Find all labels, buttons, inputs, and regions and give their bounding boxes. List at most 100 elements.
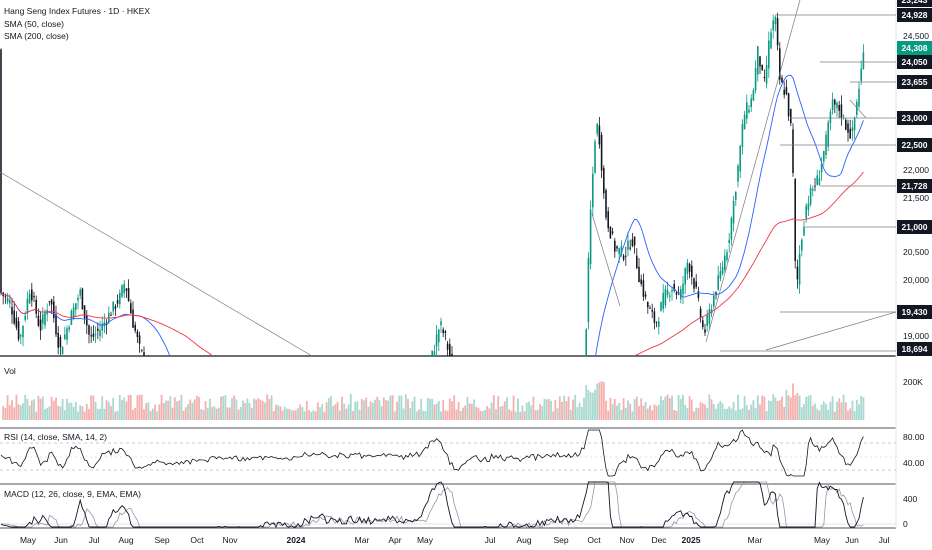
price-level-badge[interactable]: 19,430	[897, 305, 932, 319]
volume-bar	[442, 400, 445, 420]
volume-bar	[723, 408, 726, 420]
price-level-badge[interactable]: 24,928	[897, 8, 932, 22]
volume-bar	[61, 398, 64, 420]
volume-bar	[396, 401, 398, 420]
candle-body	[394, 438, 396, 443]
candle-body	[671, 289, 673, 292]
sma200-line[interactable]	[0, 171, 864, 472]
price-level-badge[interactable]: 23,000	[897, 111, 932, 125]
price-level-badge[interactable]: 21,000	[897, 220, 932, 234]
volume-bar	[145, 403, 148, 420]
volume-bar	[679, 398, 682, 420]
price-level-badge[interactable]: 24,050	[897, 55, 932, 69]
chart-title: Hang Seng Index Futures · 1D · HKEX	[4, 6, 150, 16]
volume-bar	[217, 407, 220, 420]
candle-body	[317, 472, 319, 476]
volume-bar	[712, 404, 715, 420]
price-level-badge[interactable]: 22,500	[897, 138, 932, 152]
candle-body	[280, 482, 282, 483]
candle-body	[750, 98, 752, 108]
volume-bar	[481, 411, 484, 420]
volume-bar	[446, 410, 449, 420]
candle-body	[110, 314, 112, 316]
candle-body	[831, 99, 834, 111]
candle-body	[669, 295, 671, 297]
volume-pane-label[interactable]: Vol	[4, 366, 16, 376]
candle-body	[583, 357, 585, 369]
sma200-legend[interactable]: SMA (200, close)	[4, 31, 69, 41]
volume-bar	[803, 403, 805, 420]
volume-bar	[239, 406, 242, 420]
candle-body	[552, 408, 554, 409]
volume-bar	[378, 400, 381, 420]
volume-bar	[140, 394, 143, 420]
rsi-pane-label[interactable]: RSI (14, close, SMA, 14, 2)	[4, 432, 107, 442]
candle-body	[405, 437, 407, 444]
volume-bar	[789, 397, 792, 420]
volume-bar	[162, 403, 165, 420]
volume-bar	[349, 394, 352, 420]
volume-bar	[59, 406, 62, 420]
volume-bar	[565, 401, 568, 420]
volume-bar	[41, 396, 44, 420]
macd-line	[0, 481, 864, 529]
volume-bar	[611, 404, 614, 420]
candle-body	[183, 427, 185, 433]
volume-bar	[356, 401, 359, 420]
candle-body	[299, 489, 301, 490]
volume-bar	[431, 398, 434, 420]
price-level-badge[interactable]: 23,243	[897, 0, 932, 7]
candle-body	[238, 474, 240, 483]
candle-body	[851, 127, 854, 132]
last-price-badge[interactable]: 24,308	[897, 41, 932, 55]
volume-bar	[277, 405, 280, 420]
candle-body	[715, 292, 717, 294]
volume-bar	[13, 407, 16, 420]
volume-bar	[642, 405, 645, 420]
price-level-badge[interactable]: 18,694	[897, 342, 932, 356]
candle-body	[308, 481, 310, 483]
candle-body	[860, 68, 862, 81]
volume-bar	[536, 409, 539, 420]
time-axis-label: Jun	[54, 535, 68, 545]
candle-body	[152, 370, 154, 372]
candle-body	[163, 388, 165, 397]
candle-body	[721, 266, 724, 274]
trendline	[591, 213, 621, 307]
candle-body	[792, 129, 794, 173]
volume-bar	[453, 395, 456, 420]
volume-bar	[772, 394, 775, 420]
candle-body	[145, 361, 147, 367]
time-axis-label: May	[19, 535, 37, 545]
volume-bar	[224, 395, 227, 420]
candle-body	[577, 393, 579, 402]
sma50-legend[interactable]: SMA (50, close)	[4, 19, 64, 29]
volume-bar	[600, 381, 603, 420]
candle-body	[640, 279, 642, 284]
volume-bar	[198, 397, 200, 420]
volume-bar	[347, 404, 350, 420]
candle-body	[449, 344, 451, 356]
candle-body	[827, 122, 829, 147]
candle-body	[849, 128, 851, 139]
volume-bar	[338, 410, 341, 420]
price-level-badge[interactable]: 23,655	[897, 75, 932, 89]
volume-bar	[376, 396, 379, 420]
candle-body	[231, 467, 233, 469]
candle-body	[59, 337, 62, 348]
volume-bar	[499, 406, 502, 420]
macd-pane-label[interactable]: MACD (12, 26, close, 9, EMA, EMA)	[4, 489, 141, 499]
candle-body	[456, 374, 458, 384]
volume-bar	[657, 404, 660, 420]
candle-body	[189, 439, 191, 446]
candle-body	[814, 185, 816, 187]
sma50-line[interactable]	[0, 74, 864, 487]
candle-body	[823, 150, 825, 162]
volume-bar	[160, 394, 163, 420]
candle-body	[765, 64, 768, 84]
volume-bar	[231, 398, 233, 420]
candle-body	[409, 435, 411, 437]
price-level-badge[interactable]: 21,728	[897, 179, 932, 193]
candle-body	[372, 451, 374, 453]
